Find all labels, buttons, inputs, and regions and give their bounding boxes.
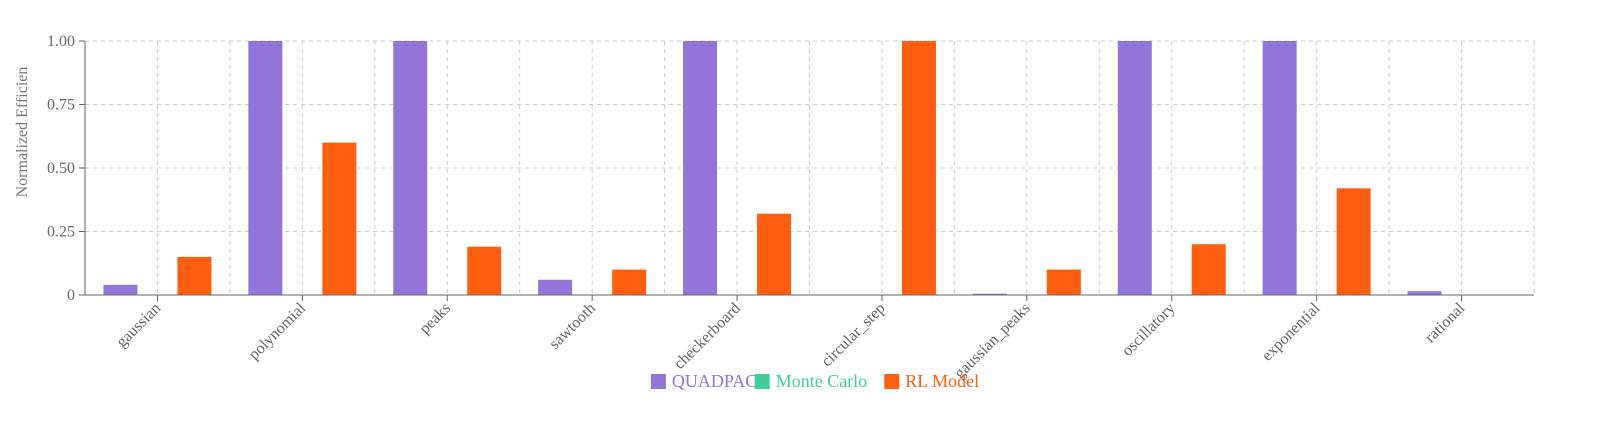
x-tick-label: peaks [416,300,454,338]
bar-rl-model[interactable] [757,213,792,295]
x-tick-label: polynomial [246,299,310,363]
x-tick-label: rational [1422,299,1469,346]
legend-label: Monte Carlo [776,371,868,391]
bar-quadpack[interactable] [1117,41,1152,295]
legend-swatch [650,374,666,389]
bar-rl-model[interactable] [612,269,647,295]
legend-swatch [754,374,770,389]
legend-label: QUADPACK [672,371,770,391]
bar-quadpack[interactable] [683,41,718,295]
y-tick-label: 0 [67,287,75,304]
legend-label: RL Model [905,371,979,391]
bar-quadpack[interactable] [1262,41,1297,295]
x-tick-label: sawtooth [546,300,599,353]
y-tick-label: 1.00 [47,33,75,50]
bar-rl-model[interactable] [1046,269,1081,295]
bar-rl-model[interactable] [322,142,357,295]
y-tick-label: 0.25 [47,224,75,241]
x-tick-label: exponential [1259,299,1324,364]
x-tick-label: checkerboard [671,300,744,373]
bar-rl-model[interactable] [901,41,936,295]
y-axis-label: Normalized Efficien [14,67,31,198]
bar-quadpack[interactable] [972,293,1007,295]
grid [85,40,1535,295]
bars [103,41,1516,295]
legend-item-quadpack[interactable]: QUADPACK [650,371,770,391]
bar-rl-model[interactable] [1336,188,1371,295]
y-tick-label: 0.75 [47,97,75,114]
legend-item-rl-model[interactable]: RL Model [884,371,979,391]
bar-rl-model[interactable] [1191,244,1226,295]
x-tick-label: oscillatory [1119,300,1179,360]
x-tick-label: circular_step [818,300,888,370]
bar-quadpack[interactable] [103,284,138,295]
bar-rl-model[interactable] [177,256,212,295]
bar-quadpack[interactable] [538,279,573,295]
x-tick-label: gaussian_peaks [951,300,1033,382]
bar-quadpack[interactable] [393,41,428,295]
x-tick-label: gaussian [113,300,164,351]
bar-quadpack[interactable] [248,41,283,295]
legend-item-monte-carlo[interactable]: Monte Carlo [754,371,868,391]
axes [79,40,1534,301]
legend: QUADPACK Monte Carlo RL Model [650,371,979,391]
y-tick-label: 0.50 [47,160,75,177]
legend-swatch [884,374,900,389]
bar-quadpack[interactable] [1407,291,1442,295]
bar-rl-model[interactable] [467,246,502,295]
